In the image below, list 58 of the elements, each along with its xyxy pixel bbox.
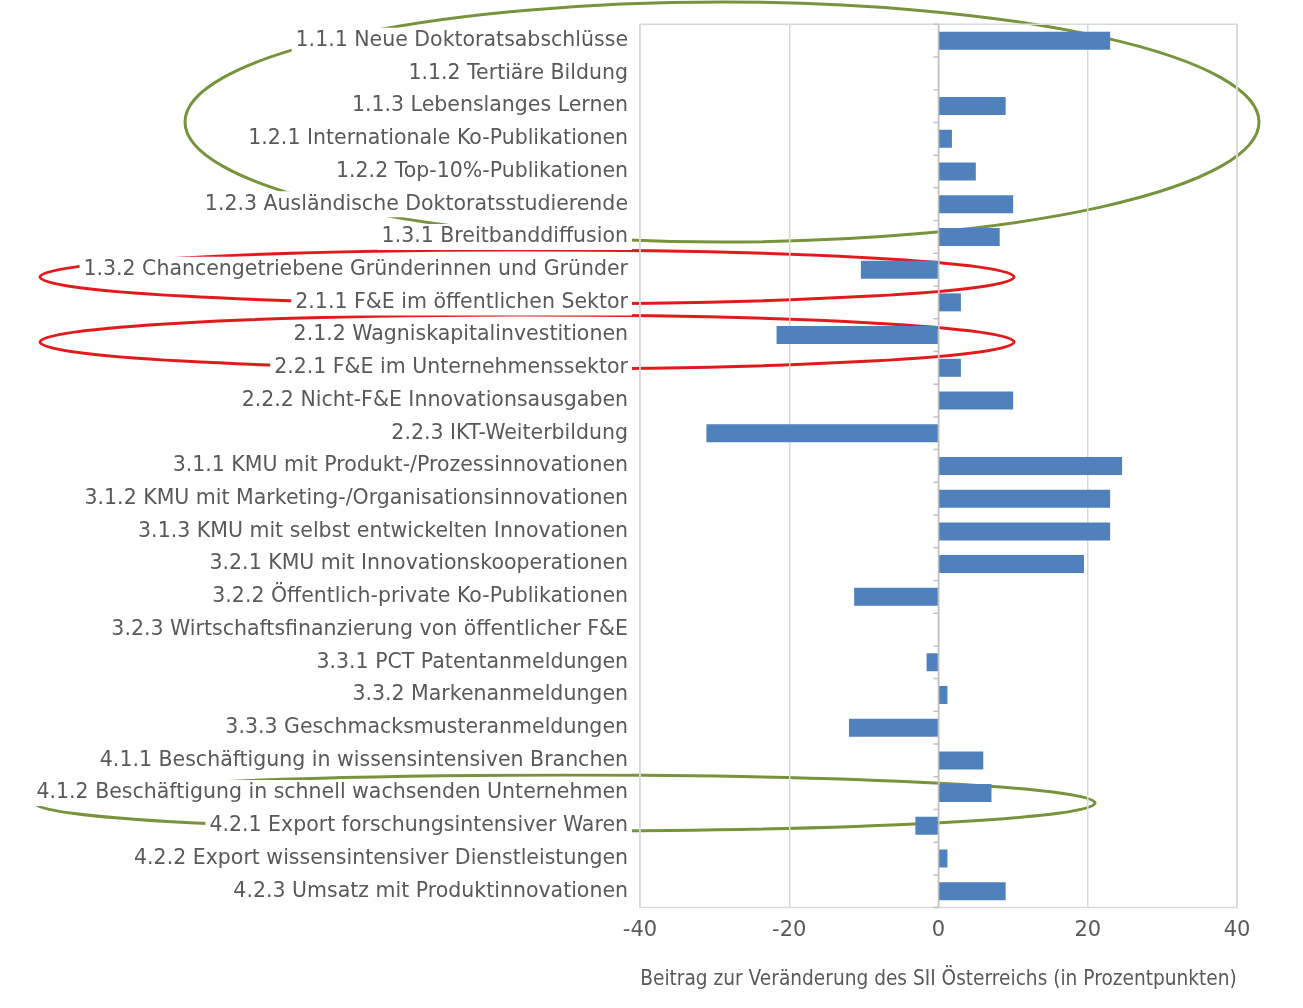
x-axis-title: Beitrag zur Veränderung des SII Österreichs (in Prozentpunkten) <box>640 965 1237 991</box>
bar <box>776 326 938 345</box>
bar <box>848 718 938 737</box>
x-tick-label: 40 <box>1223 916 1251 941</box>
y-tick-label: 3.2.3 Wirtschaftsfinanzierung von öffentlicher F&E <box>111 615 628 640</box>
bar <box>939 784 992 803</box>
x-tick-label: -20 <box>772 916 807 941</box>
y-tick-label: 3.1.1 KMU mit Produkt-/Prozessinnovationen <box>172 452 628 477</box>
bar <box>926 653 938 672</box>
y-tick-label: 3.3.2 Markenanmeldungen <box>352 681 628 706</box>
bar <box>939 555 1085 574</box>
bar <box>939 97 1006 116</box>
y-tick-label: 1.3.2 Chancengetriebene Gründerinnen und Gründer <box>83 255 629 280</box>
y-tick-label: 1.2.2 Top-10%-Publikationen <box>336 157 628 182</box>
bar <box>915 816 938 835</box>
x-tick-label: 0 <box>931 916 946 941</box>
y-tick-label: 1.1.3 Lebenslanges Lernen <box>351 92 628 117</box>
y-tick-label: 1.1.1 Neue Doktoratsabschlüsse <box>295 26 628 51</box>
y-tick-label: 1.3.1 Breitbanddiffusion <box>381 223 628 248</box>
bar <box>939 849 948 868</box>
bar <box>939 31 1111 50</box>
y-tick-label: 1.1.2 Tertiäre Bildung <box>408 59 628 84</box>
y-tick-label: 2.1.1 F&E im öffentlichen Sektor <box>295 288 629 313</box>
bar <box>854 587 938 606</box>
bar <box>939 489 1111 508</box>
y-tick-label: 2.1.2 Wagniskapitalinvestitionen <box>293 321 628 346</box>
y-tick-label: 2.2.3 IKT-Weiterbildung <box>391 419 628 444</box>
y-tick-label: 3.1.2 KMU mit Marketing-/Organisationsinnovationen <box>84 484 628 509</box>
bar <box>939 882 1006 901</box>
bar <box>939 456 1123 475</box>
y-tick-label: 1.2.3 Ausländische Doktoratsstudierende <box>204 190 628 215</box>
bar <box>706 424 938 443</box>
bar <box>939 751 984 770</box>
y-tick-label: 4.2.3 Umsatz mit Produktinnovationen <box>233 877 628 902</box>
bar <box>939 227 1000 246</box>
bar <box>939 162 976 181</box>
y-tick-label: 3.1.3 KMU mit selbst entwickelten Innovationen <box>138 517 628 542</box>
bar <box>939 358 961 377</box>
x-tick-label: -40 <box>622 916 658 941</box>
y-tick-label: 4.2.1 Export forschungsintensiver Waren <box>209 812 628 837</box>
bar <box>939 129 952 148</box>
bar <box>939 391 1014 410</box>
y-tick-label: 4.2.2 Export wissensintensiver Dienstleistungen <box>134 844 628 869</box>
y-tick-label: 4.1.2 Beschäftigung in schnell wachsenden Unternehmen <box>36 779 628 804</box>
y-tick-label: 3.2.2 Öffentlich-private Ko-Publikationen <box>212 582 628 608</box>
bar <box>939 685 948 704</box>
y-tick-label: 3.2.1 KMU mit Innovationskooperationen <box>209 550 628 575</box>
y-tick-label: 1.2.1 Internationale Ko-Publikationen <box>248 125 628 150</box>
bar <box>939 522 1111 541</box>
y-tick-label: 2.2.1 F&E im Unternehmenssektor <box>274 354 629 379</box>
x-tick-label: 20 <box>1074 916 1102 941</box>
y-tick-label: 2.2.2 Nicht-F&E Innovationsausgaben <box>241 386 628 411</box>
y-tick-label: 3.3.3 Geschmacksmusteranmeldungen <box>225 714 628 738</box>
bar <box>860 260 938 279</box>
y-tick-label: 4.1.1 Beschäftigung in wissensintensiven Branchen <box>99 746 628 771</box>
bar <box>939 195 1014 214</box>
y-tick-label: 3.3.1 PCT Patentanmeldungen <box>316 648 628 673</box>
bar <box>939 293 961 312</box>
